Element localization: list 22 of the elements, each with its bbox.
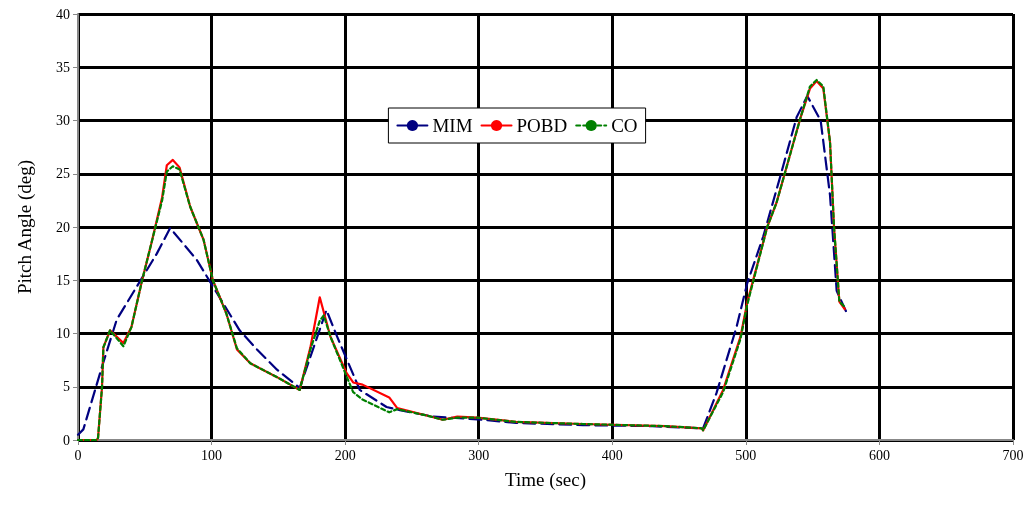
y-tick-label: 10 bbox=[56, 326, 70, 341]
legend-label: MIM bbox=[432, 115, 473, 136]
y-tick-label: 40 bbox=[56, 6, 70, 22]
x-tick-label: 700 bbox=[1002, 447, 1024, 463]
x-tick-label: 500 bbox=[735, 447, 757, 463]
x-tick-label: 300 bbox=[468, 447, 490, 463]
x-axis-title: Time (sec) bbox=[504, 469, 587, 491]
y-tick-label: 35 bbox=[56, 59, 70, 75]
x-tick-label: 200 bbox=[334, 447, 356, 463]
y-tick-label: 15 bbox=[56, 272, 70, 288]
x-tick-label: 0 bbox=[74, 447, 82, 463]
legend-label: POBD bbox=[516, 115, 568, 136]
legend-label: CO bbox=[611, 115, 638, 136]
y-tick-label: 0 bbox=[63, 432, 70, 448]
x-tick-label: 100 bbox=[201, 447, 223, 463]
y-tick-label: 25 bbox=[56, 166, 70, 182]
x-tick-label: 400 bbox=[601, 447, 623, 463]
x-tick-label: 600 bbox=[868, 447, 890, 463]
y-axis-title: Pitch Angle (deg) bbox=[14, 159, 36, 295]
y-tick-label: 5 bbox=[63, 379, 70, 395]
y-tick-label: 30 bbox=[56, 113, 70, 128]
y-tick-label: 20 bbox=[56, 219, 70, 235]
